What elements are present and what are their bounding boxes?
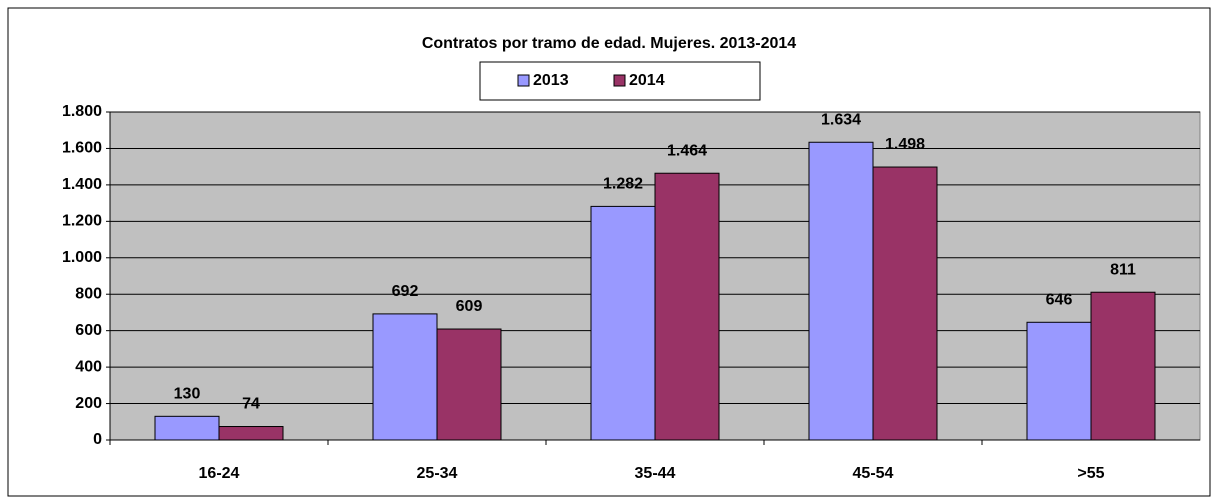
y-tick-label: 0 xyxy=(93,431,102,448)
bar xyxy=(154,415,220,441)
data-label: 74 xyxy=(242,396,260,413)
data-label: 609 xyxy=(456,298,483,315)
bar xyxy=(654,172,720,441)
bar xyxy=(218,426,284,441)
y-tick-label: 1.400 xyxy=(62,176,102,193)
bar xyxy=(872,166,938,441)
bar xyxy=(1026,321,1092,441)
data-label: 1.634 xyxy=(821,111,861,128)
data-label: 646 xyxy=(1046,292,1073,309)
y-tick-label: 1.200 xyxy=(62,213,102,230)
data-label: 1.498 xyxy=(885,136,925,153)
x-tick-label: 25-34 xyxy=(417,465,458,482)
x-tick-label: 16-24 xyxy=(199,465,240,482)
y-tick-label: 1.600 xyxy=(62,140,102,157)
legend-swatch xyxy=(613,74,626,87)
legend-label: 2013 xyxy=(533,72,569,89)
data-label: 692 xyxy=(392,283,419,300)
data-label: 1.464 xyxy=(667,142,707,159)
data-label: 130 xyxy=(174,386,201,403)
y-tick-label: 800 xyxy=(75,285,102,302)
legend-label: 2014 xyxy=(629,72,665,89)
y-tick-label: 400 xyxy=(75,358,102,375)
bar xyxy=(372,313,438,441)
data-label: 1.282 xyxy=(603,176,643,193)
x-tick-label: 45-54 xyxy=(853,465,894,482)
y-tick-label: 200 xyxy=(75,395,102,412)
chart-title: Contratos por tramo de edad. Mujeres. 20… xyxy=(422,35,796,52)
bar xyxy=(808,141,874,441)
bar xyxy=(590,205,656,441)
y-tick-label: 1.000 xyxy=(62,249,102,266)
bar xyxy=(1090,291,1156,441)
legend-swatch xyxy=(517,74,530,87)
x-tick-label: 35-44 xyxy=(635,465,676,482)
x-tick-label: >55 xyxy=(1077,465,1104,482)
bar xyxy=(436,328,502,441)
y-tick-label: 1.800 xyxy=(62,103,102,120)
y-tick-label: 600 xyxy=(75,322,102,339)
data-label: 811 xyxy=(1110,261,1136,278)
